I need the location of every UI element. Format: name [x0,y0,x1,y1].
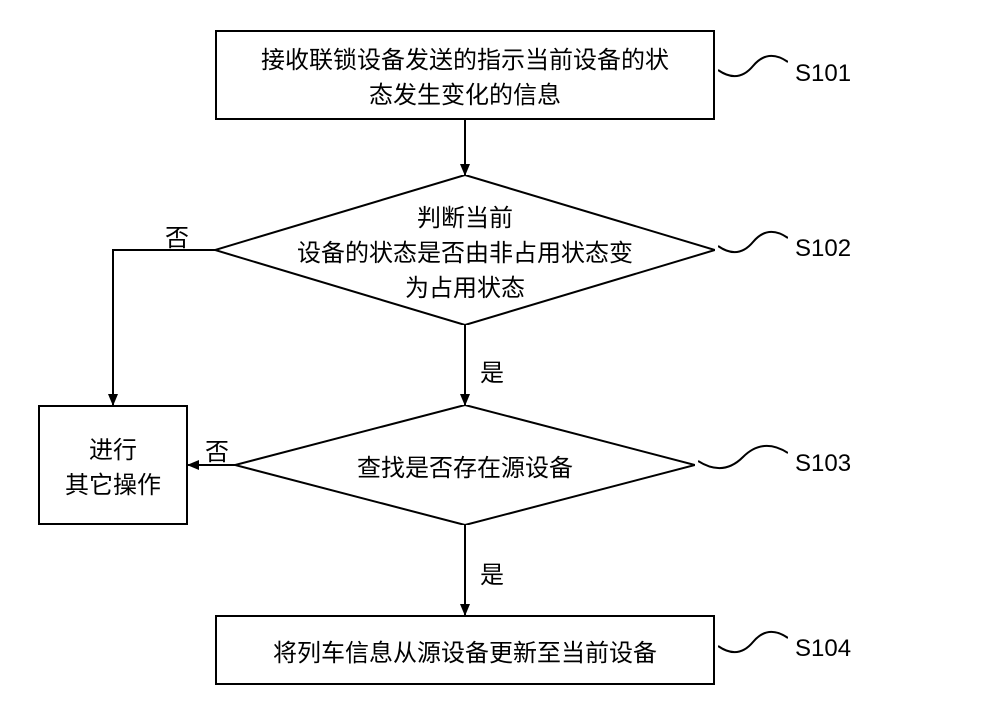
step-label-s104: S104 [795,635,851,663]
brace-s103 [698,437,788,477]
node-s104: 将列车信息从源设备更新至当前设备 [215,615,715,685]
edge-label-s103-yes: 是 [480,555,504,590]
step-label-s103: S103 [795,450,851,478]
node-s102: 判断当前设备的状态是否由非占用状态变为占用状态 [215,175,715,325]
flowchart-canvas: 接收联锁设备发送的指示当前设备的状态发生变化的信息 判断当前设备的状态是否由非占… [0,0,1000,724]
step-label-s102: S102 [795,235,851,263]
brace-s102 [718,222,788,262]
edge-label-s102-yes-text: 是 [480,360,504,387]
step-label-s101-text: S101 [795,60,851,87]
step-label-s102-text: S102 [795,235,851,262]
brace-s104 [718,622,788,662]
node-s104-text: 将列车信息从源设备更新至当前设备 [273,633,657,668]
edge-label-s103-no: 否 [205,432,229,467]
node-s101-text: 接收联锁设备发送的指示当前设备的状态发生变化的信息 [261,40,669,110]
edge-label-s102-yes: 是 [480,353,504,388]
step-label-s101: S101 [795,60,851,88]
brace-s101 [718,46,788,86]
node-other: 进行其它操作 [38,405,188,525]
node-s101: 接收联锁设备发送的指示当前设备的状态发生变化的信息 [215,30,715,120]
node-s103: 查找是否存在源设备 [235,405,695,525]
node-s102-text: 判断当前设备的状态是否由非占用状态变为占用状态 [297,198,633,303]
node-other-text: 进行其它操作 [65,430,161,500]
edge-label-s102-no-text: 否 [165,225,189,252]
edge-label-s102-no: 否 [165,218,189,253]
edge-label-s103-no-text: 否 [205,439,229,466]
node-s103-text: 查找是否存在源设备 [357,448,573,483]
step-label-s104-text: S104 [795,635,851,662]
edge-label-s103-yes-text: 是 [480,562,504,589]
step-label-s103-text: S103 [795,450,851,477]
